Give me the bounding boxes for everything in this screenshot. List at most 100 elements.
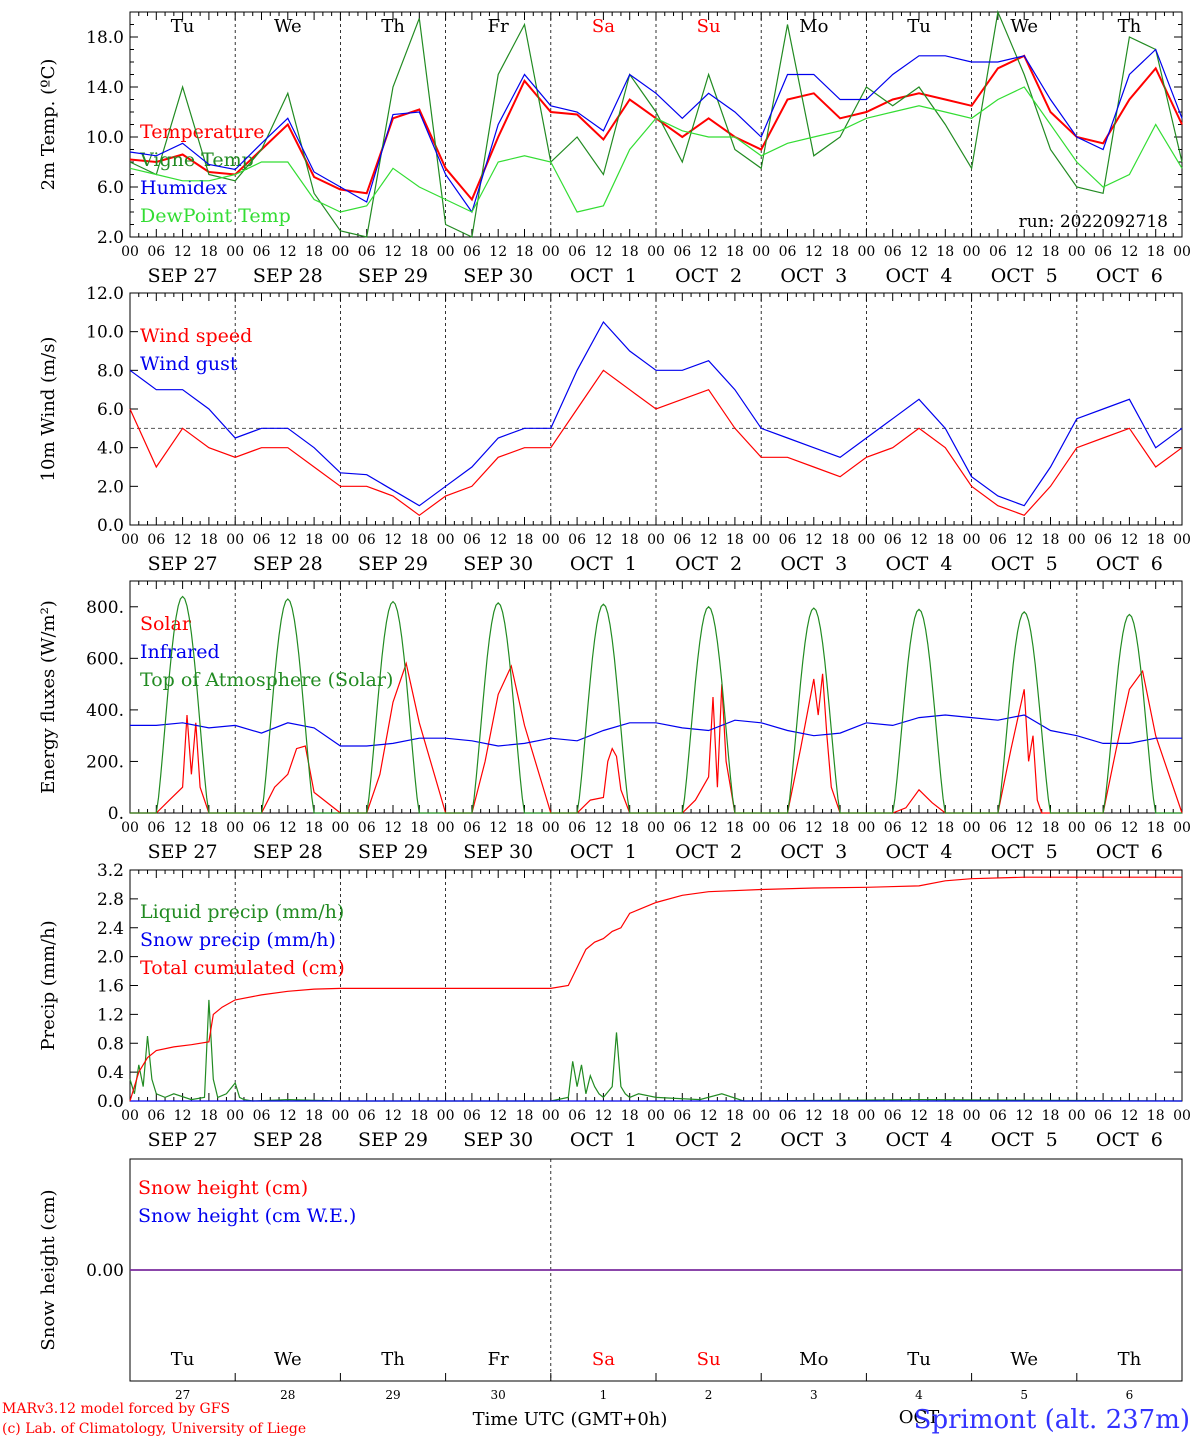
- hour-tick-label: 06: [147, 532, 165, 548]
- date-label: SEP 30: [463, 1129, 533, 1151]
- hour-tick-label: 06: [147, 1108, 165, 1124]
- run-label: run: 2022092718: [1019, 212, 1168, 232]
- day-number-label: 30: [491, 1388, 506, 1402]
- series-line-vigne-temp: [129, 9, 1183, 238]
- hour-tick-label: 06: [673, 1108, 691, 1124]
- hour-tick-label: 18: [1147, 244, 1165, 260]
- hour-tick-label: 12: [279, 532, 297, 548]
- hour-tick-label: 06: [568, 532, 586, 548]
- hour-tick-label: 12: [489, 1108, 507, 1124]
- date-label: SEP 29: [358, 841, 428, 863]
- hour-tick-label: 00: [226, 244, 244, 260]
- panel-wind: 0.0 2.0 4.0 6.0 8.0 10.0 12.0 10m Wind (m/s) Win…: [38, 284, 1191, 575]
- panel-precip: 0.0 0.4 0.8 1.2 1.6 2.0 2.4 2.8 3.2 Precip (mm/h)…: [38, 861, 1191, 1151]
- hour-tick-label: 18: [200, 532, 218, 548]
- y-tick-label: 0.0: [97, 1092, 124, 1112]
- hour-tick-label: 12: [805, 244, 823, 260]
- hour-tick-label: 00: [331, 1108, 349, 1124]
- date-label: SEP 30: [463, 841, 533, 863]
- weekday-label: Th: [381, 16, 405, 37]
- hour-tick-label: 12: [700, 532, 718, 548]
- legend-entry: Humidex: [140, 177, 227, 199]
- hour-tick-label: 12: [1015, 244, 1033, 260]
- date-label: OCT 6: [1096, 553, 1163, 575]
- hour-tick-label: 00: [752, 244, 770, 260]
- date-label: SEP 28: [253, 1129, 323, 1151]
- weekday-label: Tu: [907, 16, 931, 37]
- hour-tick-label: 06: [253, 820, 271, 836]
- hour-tick-label: 18: [726, 820, 744, 836]
- hour-tick-label: 18: [516, 1108, 534, 1124]
- date-label: OCT 3: [780, 553, 847, 575]
- y-tick-label: 3.2: [97, 861, 124, 881]
- hour-tick-label: 00: [542, 532, 560, 548]
- hour-tick-label: 18: [726, 1108, 744, 1124]
- y-tick-label: 8.0: [97, 361, 124, 381]
- hour-tick-label: 18: [1147, 820, 1165, 836]
- day-number-label: 28: [280, 1388, 295, 1402]
- y-axis-title: 2m Temp. (ºC): [38, 59, 59, 191]
- hour-tick-label: 06: [463, 820, 481, 836]
- y-tick-label: 200.: [86, 752, 124, 772]
- hour-tick-label: 12: [700, 244, 718, 260]
- hour-tick-label: 06: [568, 244, 586, 260]
- series-line-wind-speed: [129, 369, 1183, 517]
- hour-tick-label: 12: [384, 532, 402, 548]
- y-tick-label: 4.0: [97, 439, 124, 459]
- hour-tick-label: 00: [1068, 532, 1086, 548]
- hour-tick-label: 00: [226, 1108, 244, 1124]
- legend-entry: Liquid precip (mm/h): [140, 901, 344, 923]
- hour-tick-label: 12: [1015, 1108, 1033, 1124]
- station-name: Sprimont (alt. 237m): [914, 1405, 1190, 1435]
- date-label: OCT 2: [675, 1129, 742, 1151]
- hour-tick-label: 06: [253, 1108, 271, 1124]
- y-tick-label: 600.: [86, 649, 124, 669]
- hour-tick-label: 12: [1120, 532, 1138, 548]
- hour-tick-label: 00: [963, 244, 981, 260]
- hour-tick-label: 18: [1147, 532, 1165, 548]
- hour-tick-label: 00: [1068, 820, 1086, 836]
- hour-tick-label: 12: [489, 532, 507, 548]
- hour-tick-label: 18: [200, 244, 218, 260]
- weekday-label: We: [1010, 16, 1038, 37]
- hour-tick-label: 12: [384, 820, 402, 836]
- y-tick-label: 10.0: [86, 128, 124, 148]
- hour-tick-label: 12: [805, 820, 823, 836]
- legend-entry: Wind gust: [140, 353, 238, 375]
- hour-tick-label: 18: [305, 820, 323, 836]
- hour-tick-label: 12: [1120, 244, 1138, 260]
- hour-tick-label: 06: [673, 532, 691, 548]
- date-label: OCT 6: [1096, 1129, 1163, 1151]
- weekday-label: We: [274, 1349, 302, 1370]
- date-label: SEP 29: [358, 553, 428, 575]
- day-number-label: 3: [810, 1388, 818, 1402]
- hour-tick-label: 06: [884, 244, 902, 260]
- hour-tick-label: 00: [963, 820, 981, 836]
- legend-entry: Snow height (cm): [138, 1177, 308, 1199]
- hour-tick-label: 12: [1120, 1108, 1138, 1124]
- hour-tick-label: 00: [121, 820, 139, 836]
- hour-tick-label: 18: [1147, 1108, 1165, 1124]
- hour-tick-label: 12: [594, 532, 612, 548]
- hour-tick-label: 06: [463, 1108, 481, 1124]
- x-axis-title: Time UTC (GMT+0h): [473, 1409, 668, 1430]
- hour-tick-label: 18: [831, 1108, 849, 1124]
- hour-tick-label: 12: [489, 244, 507, 260]
- date-label: SEP 27: [148, 1129, 218, 1151]
- y-tick-label: 0.4: [97, 1063, 124, 1083]
- hour-tick-label: 12: [384, 1108, 402, 1124]
- hour-tick-label: 18: [410, 532, 428, 548]
- date-label: OCT 4: [886, 1129, 953, 1151]
- hour-tick-label: 06: [989, 532, 1007, 548]
- y-tick-label: 0.8: [97, 1034, 124, 1054]
- hour-tick-label: 12: [805, 532, 823, 548]
- hour-tick-label: 06: [673, 244, 691, 260]
- hour-tick-label: 18: [516, 532, 534, 548]
- hour-tick-label: 18: [831, 244, 849, 260]
- date-label: OCT 1: [570, 553, 637, 575]
- hour-tick-label: 18: [1042, 1108, 1060, 1124]
- hour-tick-label: 00: [1068, 1108, 1086, 1124]
- hour-tick-label: 06: [358, 1108, 376, 1124]
- hour-tick-label: 12: [174, 820, 192, 836]
- hour-tick-label: 18: [831, 820, 849, 836]
